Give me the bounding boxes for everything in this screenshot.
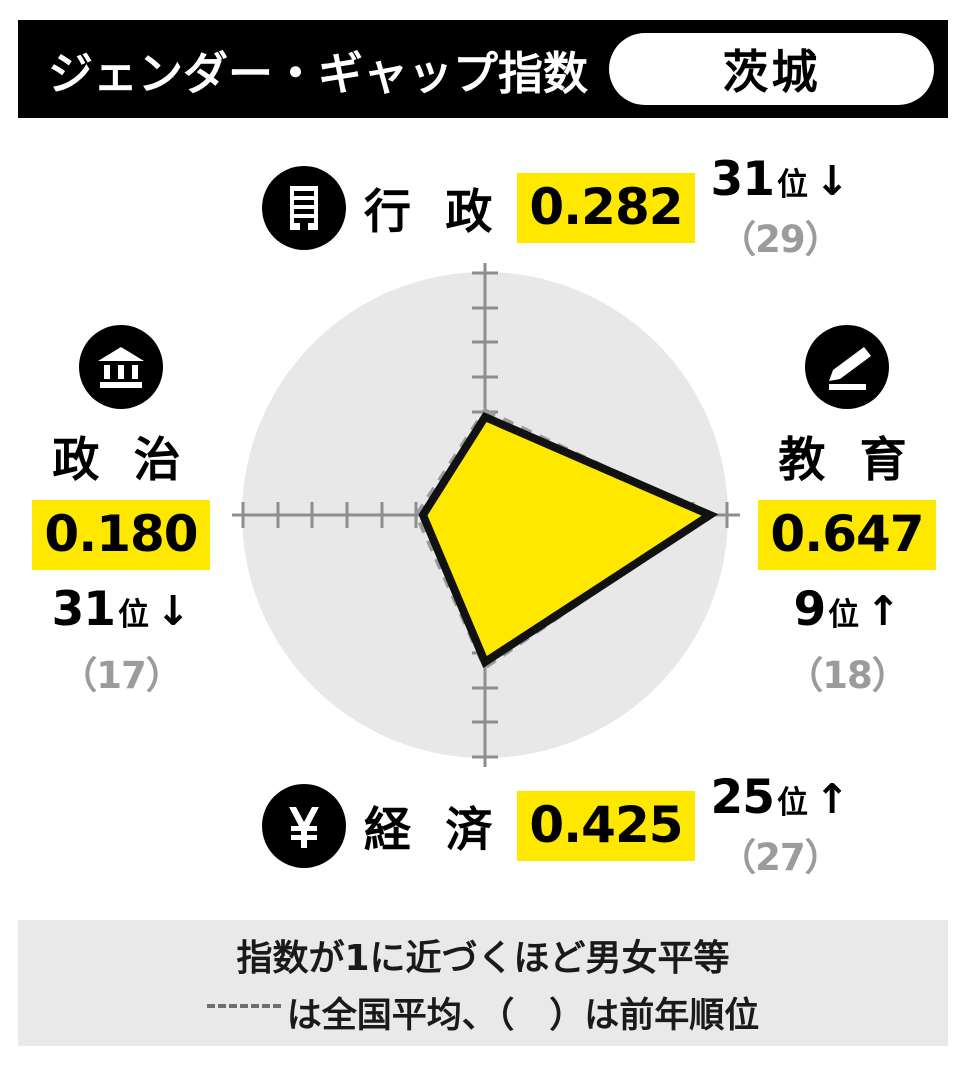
trend-up-arrow-icon: ↑	[814, 775, 850, 823]
prev-rank-economy: （27）	[719, 836, 841, 879]
yen-icon	[262, 783, 346, 868]
rank-number-education: 9	[793, 582, 826, 637]
rank-number-admin: 31	[710, 152, 775, 207]
pencil-icon	[805, 325, 889, 409]
rank-unit-politics: 位	[118, 597, 150, 633]
radar-chart: 行 政 0.282 31 位 ↓ （29） 政 治 0.180 31 位	[0, 130, 966, 910]
footer-line-2-wrapper: は全国平均、（ ）は前年順位	[206, 987, 760, 1038]
category-value-admin: 0.282	[517, 172, 695, 243]
category-label-politics: 政 治	[52, 433, 190, 488]
trend-down-arrow-icon: ↓	[814, 157, 850, 205]
footer-line-2: は全国平均、（ ）は前年順位	[286, 995, 760, 1036]
rank-unit-economy: 位	[776, 785, 808, 821]
rank-number-politics: 31	[51, 582, 116, 637]
trend-up-arrow-icon: ↑	[866, 587, 901, 635]
footer-line-1: 指数が1に近づくほど男女平等	[236, 937, 730, 979]
rank-line-politics: 31 位 ↓	[52, 582, 191, 637]
rank-unit-admin: 位	[776, 167, 808, 203]
rank-line-economy: 25 位 ↑	[711, 770, 850, 825]
radar-prefecture-polygon	[418, 411, 719, 668]
prev-rank-education: （18）	[786, 654, 908, 697]
building-icon	[262, 165, 346, 250]
category-value-politics: 0.180	[32, 500, 210, 570]
prev-rank-politics: （17）	[60, 654, 182, 697]
rank-stack-economy: 25 位 ↑ （27）	[711, 770, 850, 881]
category-block-admin: 行 政 0.282 31 位 ↓ （29）	[262, 152, 849, 263]
category-block-politics: 政 治 0.180 31 位 ↓ （17）	[8, 325, 234, 699]
rank-number-economy: 25	[710, 770, 775, 825]
prefecture-name: 茨城	[722, 45, 821, 99]
rank-unit-education: 位	[828, 597, 860, 633]
page-title: ジェンダー・ギャップ指数	[48, 46, 589, 100]
category-label-education: 教 育	[778, 433, 916, 488]
bank-icon	[79, 325, 163, 409]
radar-chart-svg	[232, 263, 740, 767]
prefecture-badge: 茨城	[609, 33, 934, 105]
header-bar: ジェンダー・ギャップ指数 茨城	[18, 20, 948, 118]
category-value-education: 0.647	[758, 500, 936, 570]
rank-line-admin: 31 位 ↓	[711, 152, 850, 207]
category-label-admin: 行 政	[364, 185, 502, 240]
trend-down-arrow-icon: ↓	[156, 587, 191, 635]
footer-note: 指数が1に近づくほど男女平等 は全国平均、（ ）は前年順位	[18, 920, 948, 1046]
category-block-education: 教 育 0.647 9 位 ↑ （18）	[734, 325, 960, 699]
rank-stack-admin: 31 位 ↓ （29）	[711, 152, 850, 263]
category-block-economy: 経 済 0.425 25 位 ↑ （27）	[262, 770, 849, 881]
prev-rank-admin: （29）	[719, 218, 841, 261]
dashed-line-legend-icon	[206, 1004, 281, 1008]
rank-line-education: 9 位 ↑	[793, 582, 900, 637]
category-label-economy: 経 済	[364, 803, 502, 858]
category-value-economy: 0.425	[517, 790, 695, 861]
